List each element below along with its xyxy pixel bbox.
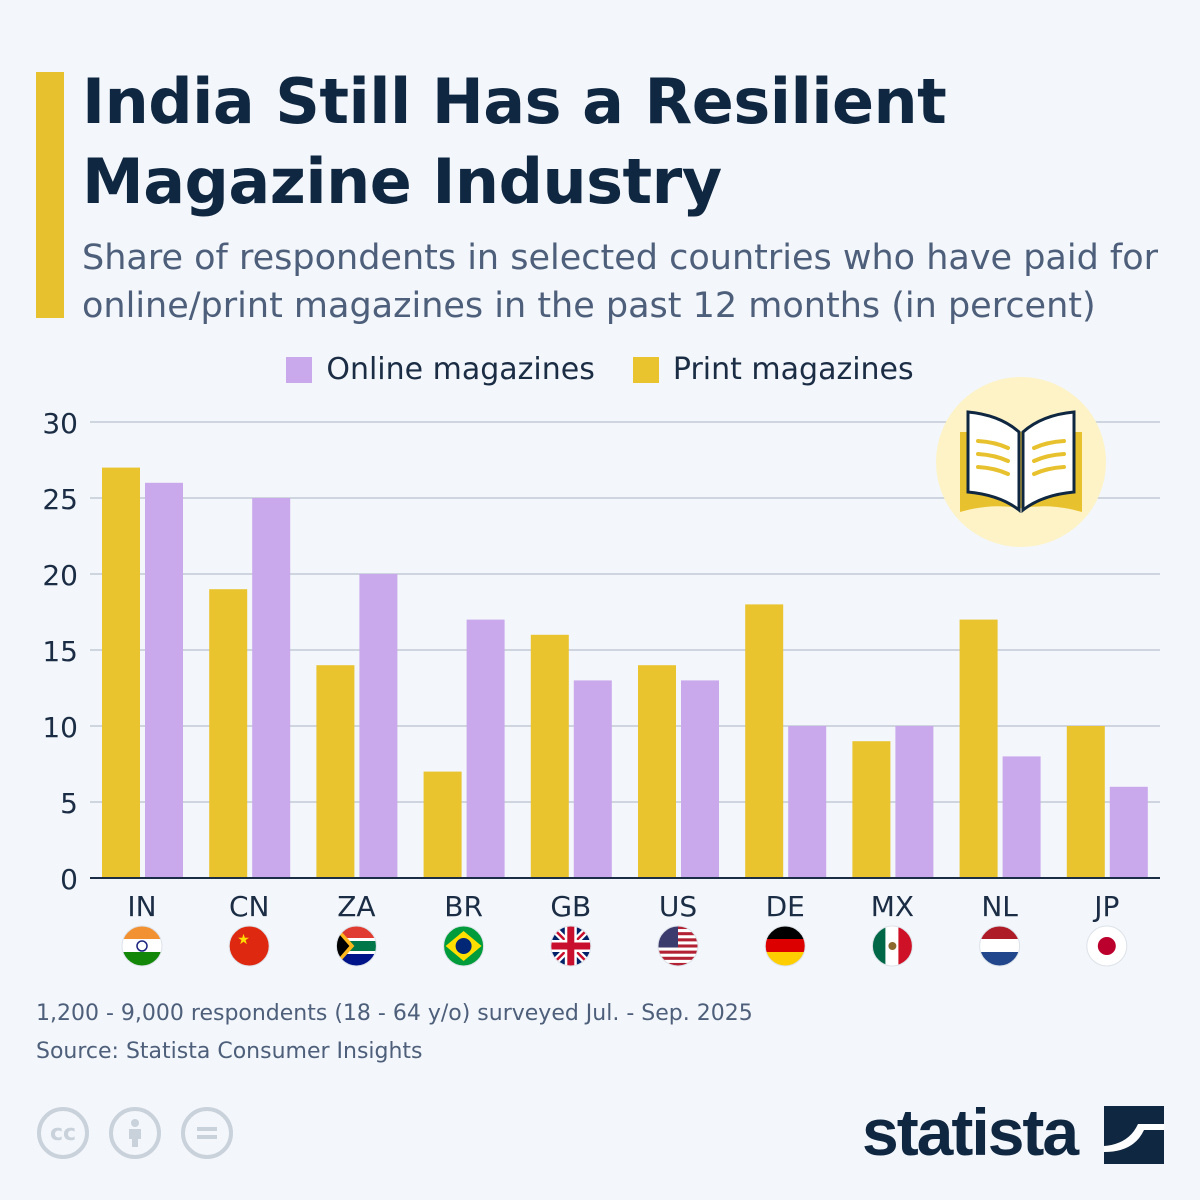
bar-online-us <box>681 680 719 878</box>
y-tick-label: 0 <box>60 863 78 896</box>
bar-print-de <box>745 604 784 878</box>
bar-print-za <box>316 665 355 878</box>
flag-border <box>657 925 699 967</box>
bar-online-cn <box>252 498 291 878</box>
x-tick-label: IN <box>127 890 156 923</box>
y-tick-label: 20 <box>42 559 78 592</box>
bar-print-jp <box>1066 726 1105 878</box>
legend-item-online: Online magazines <box>286 352 595 387</box>
y-tick-label: 10 <box>42 711 78 744</box>
flag-border <box>764 925 806 967</box>
flag-border <box>335 925 377 967</box>
bar-online-br <box>466 619 505 878</box>
source-note: Source: Statista Consumer Insights <box>36 1039 423 1064</box>
y-tick-label: 30 <box>42 407 78 440</box>
flag-brazil-icon <box>443 926 484 966</box>
legend: Online magazines Print magazines <box>0 352 1200 387</box>
statista-logo-icon <box>1104 1106 1164 1164</box>
bar-print-gb <box>530 634 569 878</box>
x-tick-label: MX <box>871 890 914 923</box>
x-tick-label: BR <box>444 890 483 923</box>
logo-text: statista <box>862 1095 1079 1169</box>
bar-chart: 0 5 10 15 20 25 30 IN CN ★ ZA BR GB US DE MX NL JP <box>42 377 1160 967</box>
bar-print-mx <box>852 741 891 878</box>
no-derivatives-icon[interactable] <box>181 1107 233 1159</box>
statista-logo[interactable]: statista <box>862 1094 1079 1170</box>
x-tick-label: CN <box>229 890 270 923</box>
bar-print-us <box>638 665 676 878</box>
bar-online-jp <box>1109 786 1148 878</box>
y-tick-label: 5 <box>60 787 78 820</box>
survey-note: 1,200 - 9,000 respondents (18 - 64 y/o) … <box>36 1001 753 1026</box>
flag-south-africa-icon <box>336 926 377 966</box>
legend-swatch-print <box>632 356 659 383</box>
flag-mexico-icon <box>872 926 913 966</box>
flag-uk-icon <box>550 926 591 966</box>
y-tick-label: 25 <box>42 483 78 516</box>
attribution-icon[interactable] <box>109 1107 161 1159</box>
bar-print-in <box>102 467 140 878</box>
flag-border <box>228 925 270 967</box>
flag-border <box>550 925 592 967</box>
x-tick-label: GB <box>550 890 591 923</box>
legend-swatch-online <box>286 356 313 383</box>
flag-germany-icon <box>765 926 806 966</box>
accent-bar <box>36 72 64 318</box>
flag-japan-icon <box>1086 926 1127 966</box>
bar-online-mx <box>895 726 934 878</box>
flag-border <box>871 925 913 967</box>
bar-online-gb <box>573 680 612 878</box>
x-tick-label: NL <box>981 890 1018 923</box>
bar-print-cn <box>209 589 248 878</box>
bar-online-za <box>359 574 398 878</box>
bar-print-br <box>423 771 462 878</box>
open-book-icon <box>936 377 1106 547</box>
x-tick-label: ZA <box>337 890 375 923</box>
svg-text:★: ★ <box>237 932 250 948</box>
bar-online-nl <box>1002 756 1041 878</box>
flag-china-icon: ★ <box>229 926 270 966</box>
bar-print-nl <box>959 619 998 878</box>
flag-border <box>979 925 1021 967</box>
cc-icon[interactable]: cc <box>37 1107 89 1159</box>
x-tick-label: DE <box>766 890 805 923</box>
flag-border <box>121 925 163 967</box>
legend-label-online: Online magazines <box>326 352 595 387</box>
x-tick-label: JP <box>1092 890 1119 923</box>
legend-label-print: Print magazines <box>672 352 914 387</box>
legend-item-print: Print magazines <box>632 352 914 387</box>
x-tick-label: US <box>659 890 697 923</box>
flag-netherlands-icon <box>979 926 1020 966</box>
flag-border <box>1086 925 1128 967</box>
chart-title: India Still Has a Resilient Magazine Ind… <box>82 65 947 218</box>
flag-india-icon <box>122 926 162 966</box>
bar-online-in <box>145 482 183 878</box>
y-tick-label: 15 <box>42 635 78 668</box>
flag-border <box>443 925 485 967</box>
bar-online-de <box>788 726 827 878</box>
chart-subtitle: Share of respondents in selected countri… <box>82 238 1159 326</box>
